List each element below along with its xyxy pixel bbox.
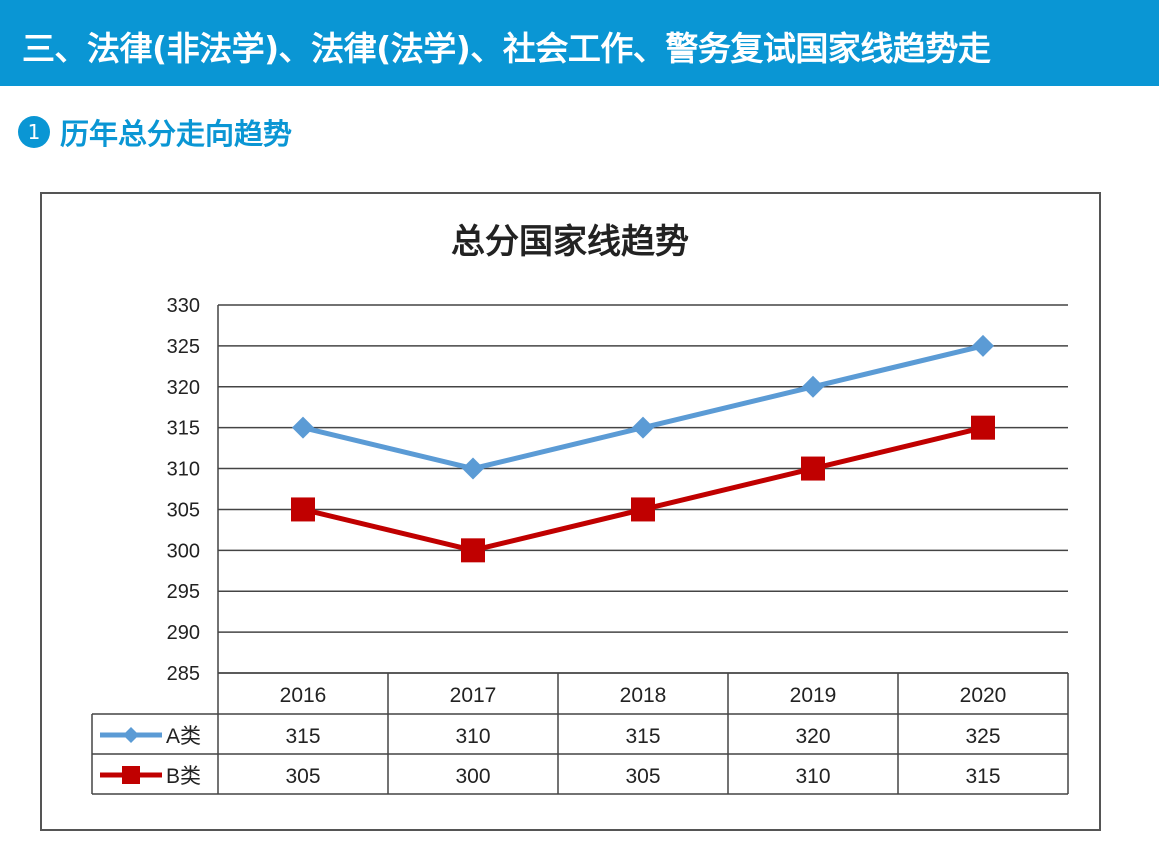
y-tick-label: 305 xyxy=(167,499,200,521)
x-category-label: 2017 xyxy=(450,684,497,707)
table-value: 315 xyxy=(965,765,1000,788)
section-heading: 1 历年总分走向趋势 xyxy=(18,112,292,152)
table-value: 315 xyxy=(285,725,320,748)
data-point-square xyxy=(631,497,655,522)
x-category-label: 2020 xyxy=(960,684,1007,707)
y-tick-label: 325 xyxy=(167,336,200,358)
data-point-square xyxy=(801,456,825,481)
data-point-square xyxy=(291,497,315,522)
table-value: 305 xyxy=(625,765,660,788)
data-point-diamond xyxy=(972,334,994,357)
x-category-label: 2018 xyxy=(620,684,667,707)
y-tick-label: 330 xyxy=(167,295,200,317)
x-category-label: 2019 xyxy=(790,684,837,707)
legend-square-marker xyxy=(122,766,140,784)
legend-label: A类 xyxy=(166,725,201,748)
table-value: 325 xyxy=(965,725,1000,748)
data-point-square xyxy=(461,538,485,563)
data-point-square xyxy=(971,415,995,440)
section-title: 历年总分走向趋势 xyxy=(60,117,293,151)
y-tick-label: 285 xyxy=(167,663,200,685)
data-point-diamond xyxy=(292,416,314,439)
y-tick-label: 295 xyxy=(167,581,200,603)
y-tick-label: 300 xyxy=(167,540,200,562)
legend-label: B类 xyxy=(166,765,201,788)
table-value: 305 xyxy=(285,765,320,788)
legend-diamond-marker xyxy=(123,727,139,743)
y-tick-label: 310 xyxy=(167,459,200,481)
y-tick-label: 290 xyxy=(167,622,200,644)
table-value: 300 xyxy=(455,765,490,788)
table-value: 315 xyxy=(625,725,660,748)
data-point-diamond xyxy=(462,457,484,480)
page-title: 三、法律(非法学)、法律(法学)、社会工作、警务复试国家线趋势走 xyxy=(22,29,991,68)
section-number-badge: 1 xyxy=(18,116,50,148)
table-value: 320 xyxy=(795,725,830,748)
table-value: 310 xyxy=(455,725,490,748)
data-point-diamond xyxy=(802,375,824,398)
header-banner: 三、法律(非法学)、法律(法学)、社会工作、警务复试国家线趋势走 xyxy=(0,0,1159,86)
table-value: 310 xyxy=(795,765,830,788)
x-category-label: 2016 xyxy=(280,684,327,707)
chart-title: 总分国家线趋势 xyxy=(451,223,689,261)
y-tick-label: 315 xyxy=(167,418,200,440)
data-point-diamond xyxy=(632,416,654,439)
y-tick-label: 320 xyxy=(167,377,200,399)
